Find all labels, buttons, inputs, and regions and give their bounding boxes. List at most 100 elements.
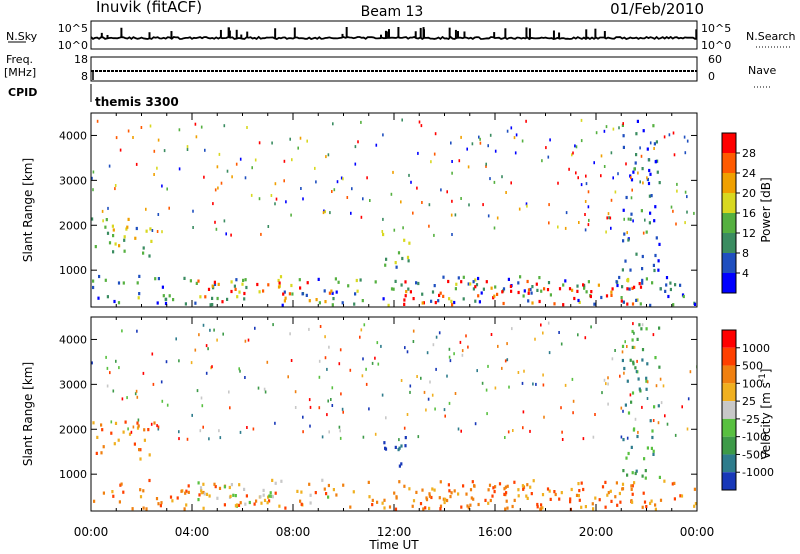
data-cell bbox=[160, 501, 163, 505]
data-cell bbox=[359, 335, 361, 339]
data-cell bbox=[243, 297, 246, 301]
data-cell bbox=[435, 335, 438, 339]
data-cell bbox=[487, 501, 490, 505]
colorbar-tick-label: 4 bbox=[742, 267, 749, 280]
data-cell bbox=[671, 482, 674, 486]
data-cell bbox=[494, 149, 497, 153]
data-cell bbox=[569, 500, 572, 504]
data-cell bbox=[557, 181, 559, 185]
data-cell bbox=[501, 175, 503, 179]
data-cell bbox=[448, 297, 451, 301]
data-cell bbox=[493, 226, 496, 230]
data-cell bbox=[138, 274, 141, 278]
data-cell bbox=[663, 479, 666, 483]
data-cell bbox=[501, 290, 504, 294]
data-cell bbox=[117, 438, 120, 442]
colorbar-tick-label: -1000 bbox=[742, 466, 774, 479]
data-cell bbox=[259, 495, 262, 499]
data-cell bbox=[258, 141, 261, 145]
data-cell bbox=[517, 494, 520, 498]
search-tick-top: 10^5 bbox=[701, 22, 731, 35]
data-cell bbox=[216, 296, 219, 301]
data-cell bbox=[454, 287, 457, 291]
data-cell bbox=[459, 340, 462, 344]
data-cell bbox=[588, 218, 590, 222]
data-cell bbox=[91, 217, 94, 221]
data-cell bbox=[409, 290, 412, 294]
data-cell bbox=[548, 221, 550, 225]
data-cell bbox=[142, 246, 145, 250]
data-cell bbox=[432, 343, 435, 347]
data-cell bbox=[275, 197, 278, 201]
data-cell bbox=[431, 393, 434, 397]
data-cell bbox=[689, 370, 692, 374]
data-cell bbox=[185, 489, 188, 493]
data-cell bbox=[194, 348, 197, 352]
data-cell bbox=[239, 501, 242, 505]
data-cell bbox=[258, 197, 261, 201]
data-cell bbox=[365, 382, 368, 386]
data-cell bbox=[635, 469, 638, 473]
data-cell bbox=[517, 488, 520, 492]
data-cell bbox=[151, 229, 154, 232]
data-cell bbox=[137, 424, 140, 428]
data-cell bbox=[535, 282, 538, 286]
data-cell bbox=[332, 122, 334, 126]
data-cell bbox=[466, 504, 469, 508]
data-cell bbox=[280, 479, 283, 483]
data-cell bbox=[390, 287, 394, 291]
data-cell bbox=[142, 489, 145, 493]
data-cell bbox=[575, 171, 577, 175]
data-cell bbox=[324, 210, 326, 214]
y-tick-label: 2000 bbox=[59, 423, 87, 436]
data-cell bbox=[480, 291, 483, 295]
data-cell bbox=[149, 227, 152, 231]
data-cell bbox=[161, 230, 163, 234]
data-cell bbox=[646, 177, 649, 182]
data-cell bbox=[127, 217, 130, 221]
data-cell bbox=[406, 413, 409, 416]
data-cell bbox=[133, 442, 136, 446]
data-cell bbox=[438, 293, 441, 297]
data-cell bbox=[323, 289, 326, 293]
data-cell bbox=[612, 176, 614, 180]
data-cell bbox=[523, 369, 525, 373]
data-cell bbox=[621, 123, 624, 127]
data-cell bbox=[620, 435, 623, 439]
data-cell bbox=[202, 506, 205, 510]
data-cell bbox=[580, 183, 583, 187]
colorbar-tick-label: 16 bbox=[742, 207, 756, 220]
data-cell bbox=[594, 496, 597, 500]
data-cell bbox=[111, 224, 114, 228]
data-cell bbox=[482, 287, 485, 291]
data-cell bbox=[185, 503, 188, 507]
data-cell bbox=[472, 497, 475, 501]
data-cell bbox=[607, 491, 610, 495]
data-cell bbox=[570, 487, 573, 492]
data-cell bbox=[641, 167, 644, 171]
data-cell bbox=[675, 222, 677, 226]
data-cell bbox=[585, 174, 587, 178]
data-cell bbox=[627, 451, 630, 456]
data-cell bbox=[472, 287, 475, 291]
data-cell bbox=[450, 141, 452, 145]
data-cell bbox=[149, 124, 152, 128]
data-cell bbox=[637, 430, 639, 434]
data-cell bbox=[649, 172, 652, 176]
data-cell bbox=[634, 471, 637, 476]
data-cell bbox=[616, 283, 619, 288]
data-cell bbox=[603, 165, 606, 168]
data-cell bbox=[627, 238, 630, 242]
colorbar-tick-label: 12 bbox=[742, 227, 756, 240]
data-cell bbox=[166, 403, 169, 407]
data-cell bbox=[627, 279, 630, 283]
data-cell bbox=[505, 499, 508, 503]
data-cell bbox=[576, 284, 579, 288]
data-cell bbox=[542, 373, 544, 377]
data-cell bbox=[139, 448, 142, 452]
data-cell bbox=[213, 280, 216, 284]
data-cell bbox=[268, 499, 271, 503]
data-cell bbox=[461, 349, 464, 353]
data-cell bbox=[217, 186, 219, 190]
velocity-colorbar: 1000 500 100 25 -25 -100 -500 -1000 bbox=[721, 329, 774, 491]
